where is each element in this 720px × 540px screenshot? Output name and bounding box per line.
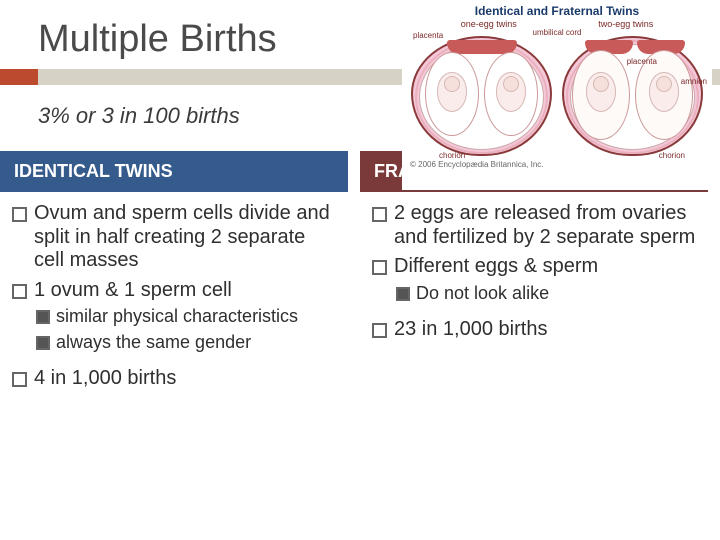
list-item: Ovum and sperm cells divide and split in…	[34, 202, 340, 273]
identical-uterus-icon: placenta chorion	[409, 30, 554, 158]
column-identical: IDENTICAL TWINS Ovum and sperm cells div…	[0, 151, 360, 396]
diagram-title: Identical and Fraternal Twins	[402, 2, 712, 19]
label-placenta-2: placenta	[627, 58, 657, 66]
sub-item: Do not look alike	[416, 283, 700, 304]
sub-item: always the same gender	[56, 332, 340, 353]
fraternal-list: 2 eggs are released from ovaries and fer…	[360, 202, 708, 342]
sub-item: similar physical characteristics	[56, 306, 340, 327]
label-umbilical: umbilical cord	[533, 29, 582, 37]
label-chorion-2: chorion	[659, 152, 685, 160]
fraternal-uterus-icon: placenta amnion chorion	[560, 30, 705, 158]
list-item: 4 in 1,000 births	[34, 367, 340, 391]
fraternal-sublist: Do not look alike	[394, 279, 700, 312]
list-item: 23 in 1,000 births	[394, 318, 700, 342]
caption-left: one-egg twins	[461, 19, 517, 29]
list-item: 1 ovum & 1 sperm cell similar physical c…	[34, 279, 340, 361]
accent-left	[0, 69, 38, 85]
label-amnion: amnion	[681, 78, 707, 86]
caption-right: two-egg twins	[598, 19, 653, 29]
label-placenta: placenta	[413, 32, 443, 40]
list-item-text: 1 ovum & 1 sperm cell	[34, 279, 232, 301]
identical-header: IDENTICAL TWINS	[0, 151, 348, 192]
diagram-body: placenta chorion placenta amnion chorion…	[402, 30, 712, 158]
list-item: Different eggs & sperm Do not look alike	[394, 255, 700, 312]
identical-sublist: similar physical characteristics always …	[34, 302, 340, 360]
twins-diagram: Identical and Fraternal Twins one-egg tw…	[402, 2, 712, 190]
list-item: 2 eggs are released from ovaries and fer…	[394, 202, 700, 249]
identical-list: Ovum and sperm cells divide and split in…	[0, 202, 348, 390]
label-chorion: chorion	[439, 152, 465, 160]
list-item-text: Different eggs & sperm	[394, 255, 598, 277]
